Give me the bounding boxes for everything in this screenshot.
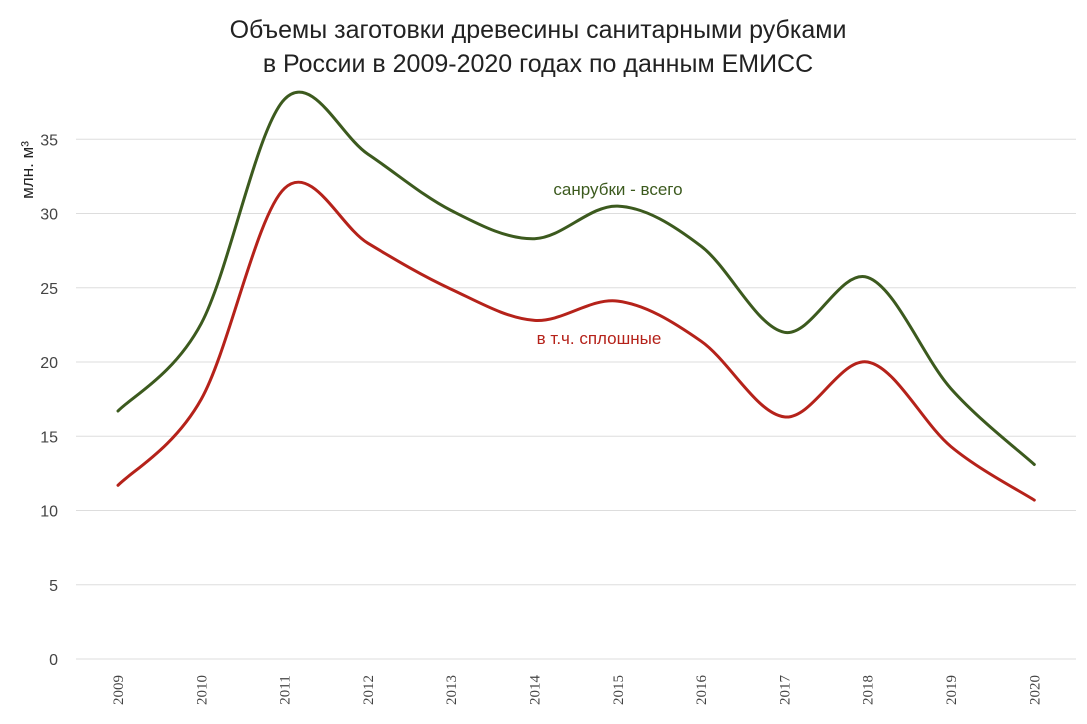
y-tick-label-5: 5 [49,578,58,595]
x-tick-label-2020: 2020 [1027,675,1043,705]
x-tick-label-2011: 2011 [278,675,294,704]
series-lines [116,90,1036,502]
x-tick-label-2016: 2016 [694,675,710,706]
x-tick-label-2013: 2013 [444,675,460,705]
chart-title-line-1: Объемы заготовки древесины санитарными р… [230,16,847,44]
series-label-total: санрубки - всего [553,180,682,199]
x-tick-label-2010: 2010 [194,675,210,705]
x-tick-label-2017: 2017 [777,675,793,706]
y-tick-label-20: 20 [40,355,58,372]
y-tick-label-30: 30 [40,207,58,224]
y-tick-label-35: 35 [40,132,58,149]
x-tick-label-2015: 2015 [611,675,627,705]
chart-title-line-2: в России в 2009-2020 годах по данным ЕМИ… [263,50,813,78]
series-label-clearcut: в т.ч. сплошные [537,329,662,348]
x-tick-label-2009: 2009 [111,675,127,705]
x-tick-label-2012: 2012 [361,675,377,705]
gridlines [76,138,1076,660]
y-tick-label-15: 15 [40,429,58,446]
x-tick-label-2014: 2014 [528,675,544,706]
y-axis-label: млн. м³ [18,141,37,199]
x-tick-label-2019: 2019 [944,675,960,705]
series-line-0 [116,90,1036,466]
y-tick-label-10: 10 [40,504,58,521]
x-tick-label-2018: 2018 [861,675,877,705]
y-tick-labels: 0 5 10 15 20 25 30 35 [40,132,58,669]
y-tick-label-25: 25 [40,281,58,298]
series-line-1 [116,180,1036,502]
x-tick-labels: 2009 2010 2011 2012 2013 2014 2015 2016 2017 2018… [111,675,1043,706]
y-tick-label-0: 0 [49,652,58,669]
